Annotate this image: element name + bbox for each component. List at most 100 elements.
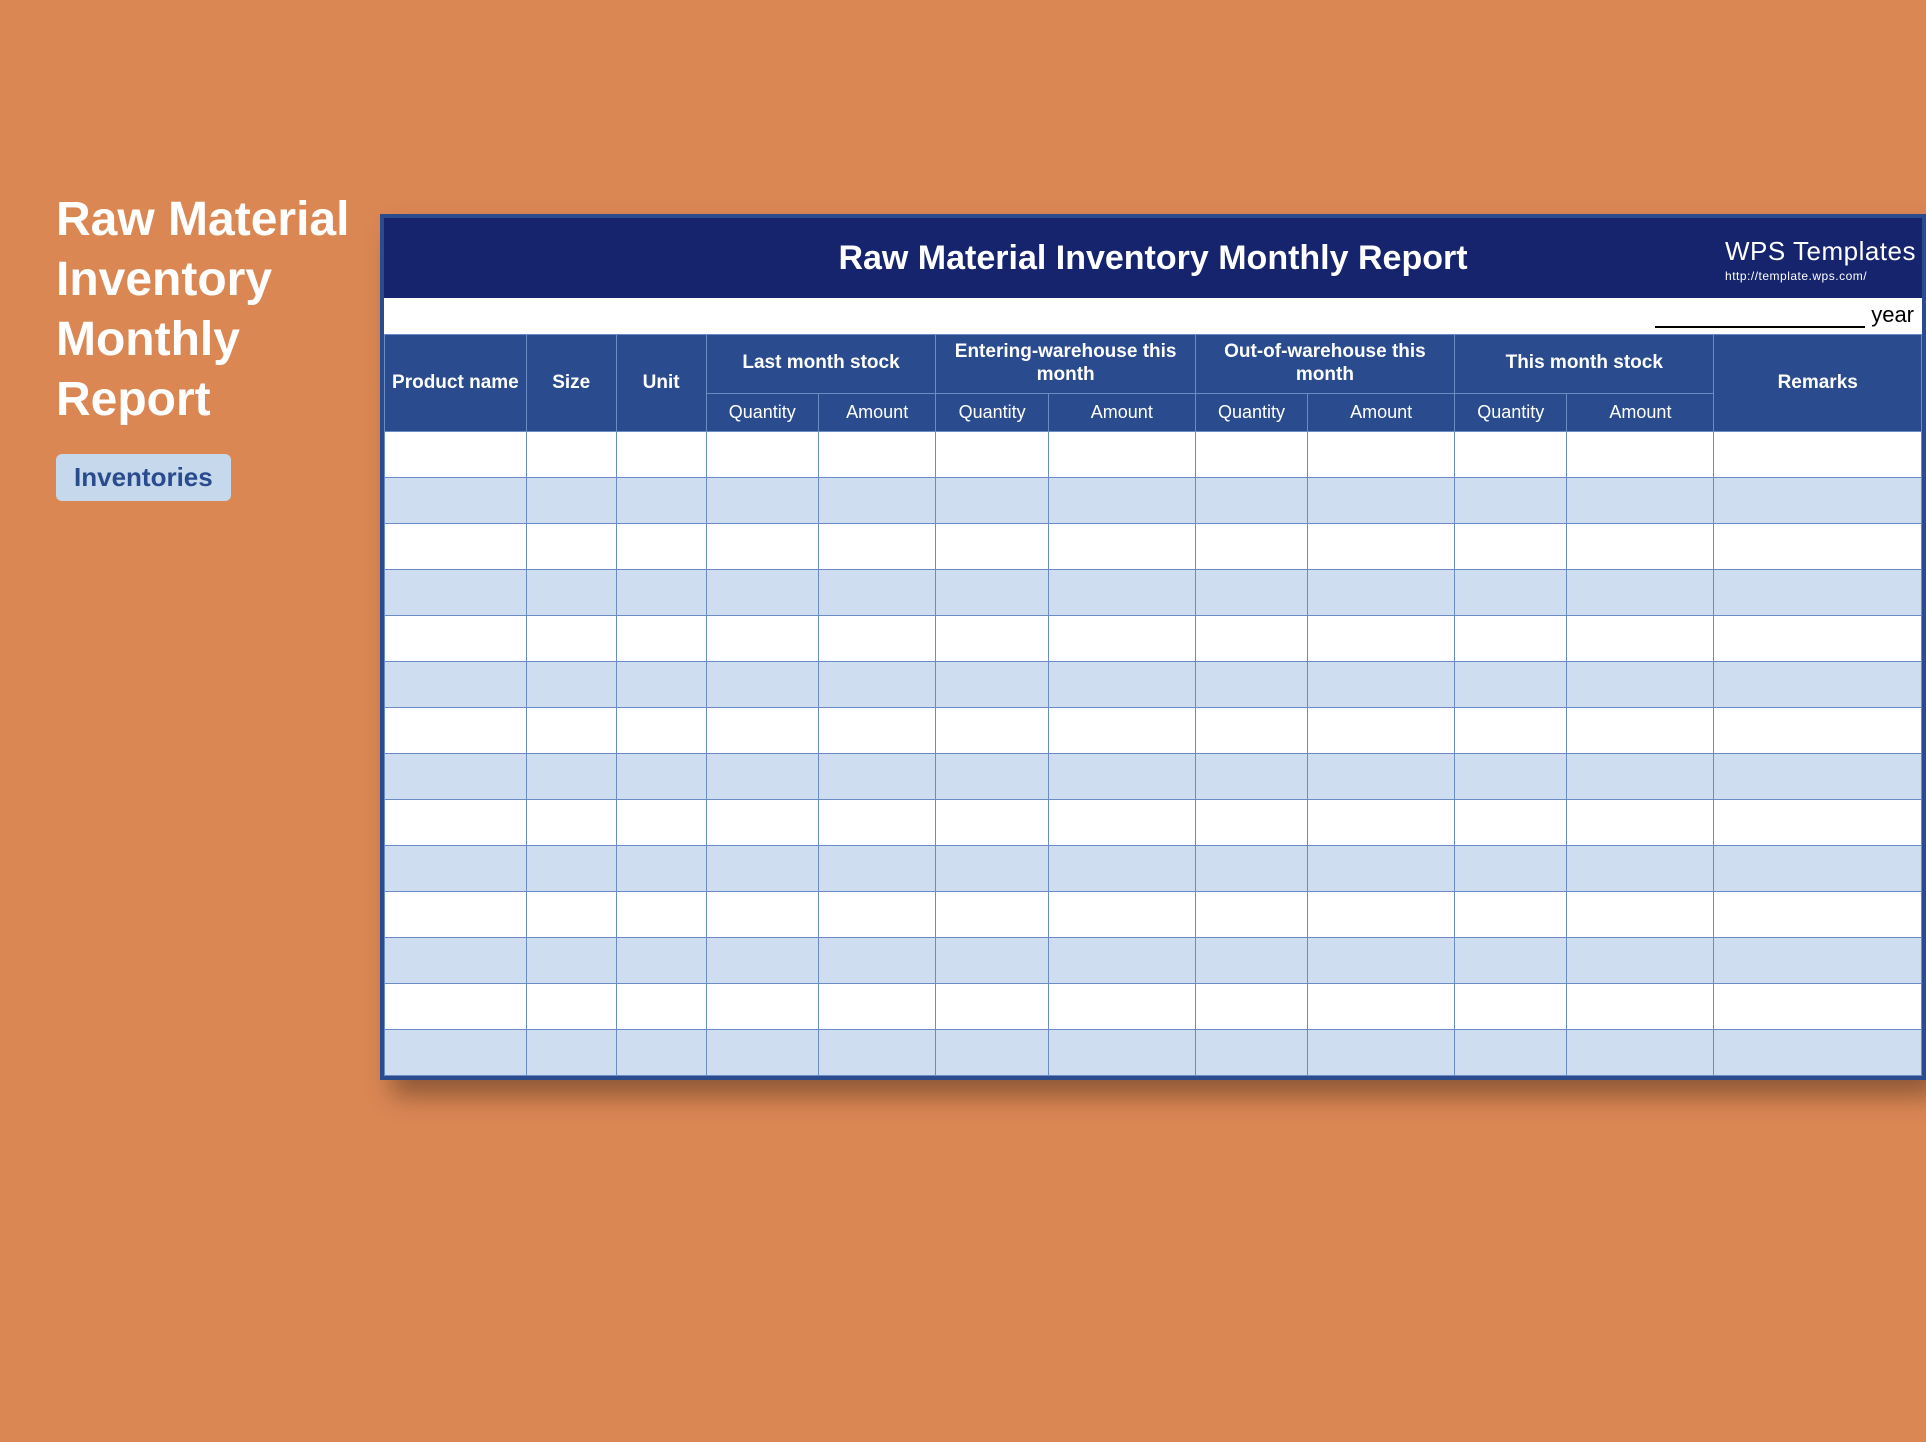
table-cell[interactable] (1455, 1030, 1567, 1076)
table-cell[interactable] (385, 478, 527, 524)
table-cell[interactable] (616, 800, 706, 846)
table-cell[interactable] (1714, 616, 1922, 662)
table-cell[interactable] (818, 938, 936, 984)
table-cell[interactable] (818, 1030, 936, 1076)
table-cell[interactable] (616, 524, 706, 570)
table-cell[interactable] (1455, 662, 1567, 708)
table-cell[interactable] (1308, 984, 1455, 1030)
table-cell[interactable] (1048, 846, 1195, 892)
table-cell[interactable] (1714, 708, 1922, 754)
table-cell[interactable] (706, 570, 818, 616)
table-cell[interactable] (526, 1030, 616, 1076)
table-cell[interactable] (818, 892, 936, 938)
table-cell[interactable] (706, 524, 818, 570)
table-cell[interactable] (936, 662, 1048, 708)
table-cell[interactable] (706, 432, 818, 478)
table-cell[interactable] (1455, 984, 1567, 1030)
table-cell[interactable] (818, 524, 936, 570)
table-cell[interactable] (1308, 662, 1455, 708)
table-cell[interactable] (616, 938, 706, 984)
table-cell[interactable] (1567, 938, 1714, 984)
table-cell[interactable] (1195, 478, 1307, 524)
table-cell[interactable] (1195, 662, 1307, 708)
table-cell[interactable] (706, 846, 818, 892)
table-cell[interactable] (526, 846, 616, 892)
table-cell[interactable] (1048, 984, 1195, 1030)
table-cell[interactable] (1195, 800, 1307, 846)
table-cell[interactable] (616, 708, 706, 754)
table-cell[interactable] (1048, 892, 1195, 938)
table-cell[interactable] (1308, 570, 1455, 616)
table-cell[interactable] (385, 616, 527, 662)
table-cell[interactable] (1567, 708, 1714, 754)
table-cell[interactable] (936, 754, 1048, 800)
table-cell[interactable] (385, 708, 527, 754)
table-cell[interactable] (385, 892, 527, 938)
table-cell[interactable] (1048, 708, 1195, 754)
table-cell[interactable] (706, 708, 818, 754)
table-cell[interactable] (616, 846, 706, 892)
table-cell[interactable] (526, 754, 616, 800)
table-cell[interactable] (1308, 524, 1455, 570)
table-cell[interactable] (1567, 892, 1714, 938)
table-cell[interactable] (385, 570, 527, 616)
table-cell[interactable] (526, 432, 616, 478)
table-cell[interactable] (1714, 938, 1922, 984)
table-cell[interactable] (1048, 1030, 1195, 1076)
table-cell[interactable] (385, 984, 527, 1030)
table-cell[interactable] (385, 800, 527, 846)
table-cell[interactable] (616, 570, 706, 616)
table-cell[interactable] (818, 570, 936, 616)
table-cell[interactable] (1455, 800, 1567, 846)
table-cell[interactable] (1455, 938, 1567, 984)
table-cell[interactable] (1714, 524, 1922, 570)
table-cell[interactable] (936, 570, 1048, 616)
table-cell[interactable] (1308, 938, 1455, 984)
table-cell[interactable] (1308, 846, 1455, 892)
table-cell[interactable] (1195, 570, 1307, 616)
table-cell[interactable] (1195, 1030, 1307, 1076)
table-cell[interactable] (526, 708, 616, 754)
table-cell[interactable] (1455, 432, 1567, 478)
table-cell[interactable] (818, 662, 936, 708)
table-cell[interactable] (1048, 754, 1195, 800)
table-cell[interactable] (1567, 432, 1714, 478)
table-cell[interactable] (1048, 478, 1195, 524)
table-cell[interactable] (706, 984, 818, 1030)
table-cell[interactable] (1195, 846, 1307, 892)
table-cell[interactable] (936, 938, 1048, 984)
table-cell[interactable] (936, 432, 1048, 478)
table-cell[interactable] (936, 524, 1048, 570)
table-cell[interactable] (616, 892, 706, 938)
table-cell[interactable] (1567, 662, 1714, 708)
table-cell[interactable] (1567, 570, 1714, 616)
table-cell[interactable] (1195, 616, 1307, 662)
table-cell[interactable] (526, 570, 616, 616)
table-cell[interactable] (616, 984, 706, 1030)
table-cell[interactable] (1714, 984, 1922, 1030)
table-cell[interactable] (1455, 616, 1567, 662)
table-cell[interactable] (616, 1030, 706, 1076)
table-cell[interactable] (526, 478, 616, 524)
table-cell[interactable] (1455, 754, 1567, 800)
table-cell[interactable] (1455, 570, 1567, 616)
table-cell[interactable] (706, 662, 818, 708)
table-cell[interactable] (1567, 754, 1714, 800)
table-cell[interactable] (1195, 708, 1307, 754)
table-cell[interactable] (1567, 800, 1714, 846)
table-cell[interactable] (526, 616, 616, 662)
table-cell[interactable] (1714, 570, 1922, 616)
table-cell[interactable] (1308, 754, 1455, 800)
table-cell[interactable] (1714, 892, 1922, 938)
table-cell[interactable] (936, 984, 1048, 1030)
table-cell[interactable] (818, 754, 936, 800)
table-cell[interactable] (1455, 708, 1567, 754)
table-cell[interactable] (1455, 524, 1567, 570)
table-cell[interactable] (1714, 754, 1922, 800)
table-cell[interactable] (1308, 892, 1455, 938)
table-cell[interactable] (1048, 800, 1195, 846)
table-cell[interactable] (1567, 616, 1714, 662)
table-cell[interactable] (1455, 846, 1567, 892)
table-cell[interactable] (385, 1030, 527, 1076)
table-cell[interactable] (1567, 1030, 1714, 1076)
